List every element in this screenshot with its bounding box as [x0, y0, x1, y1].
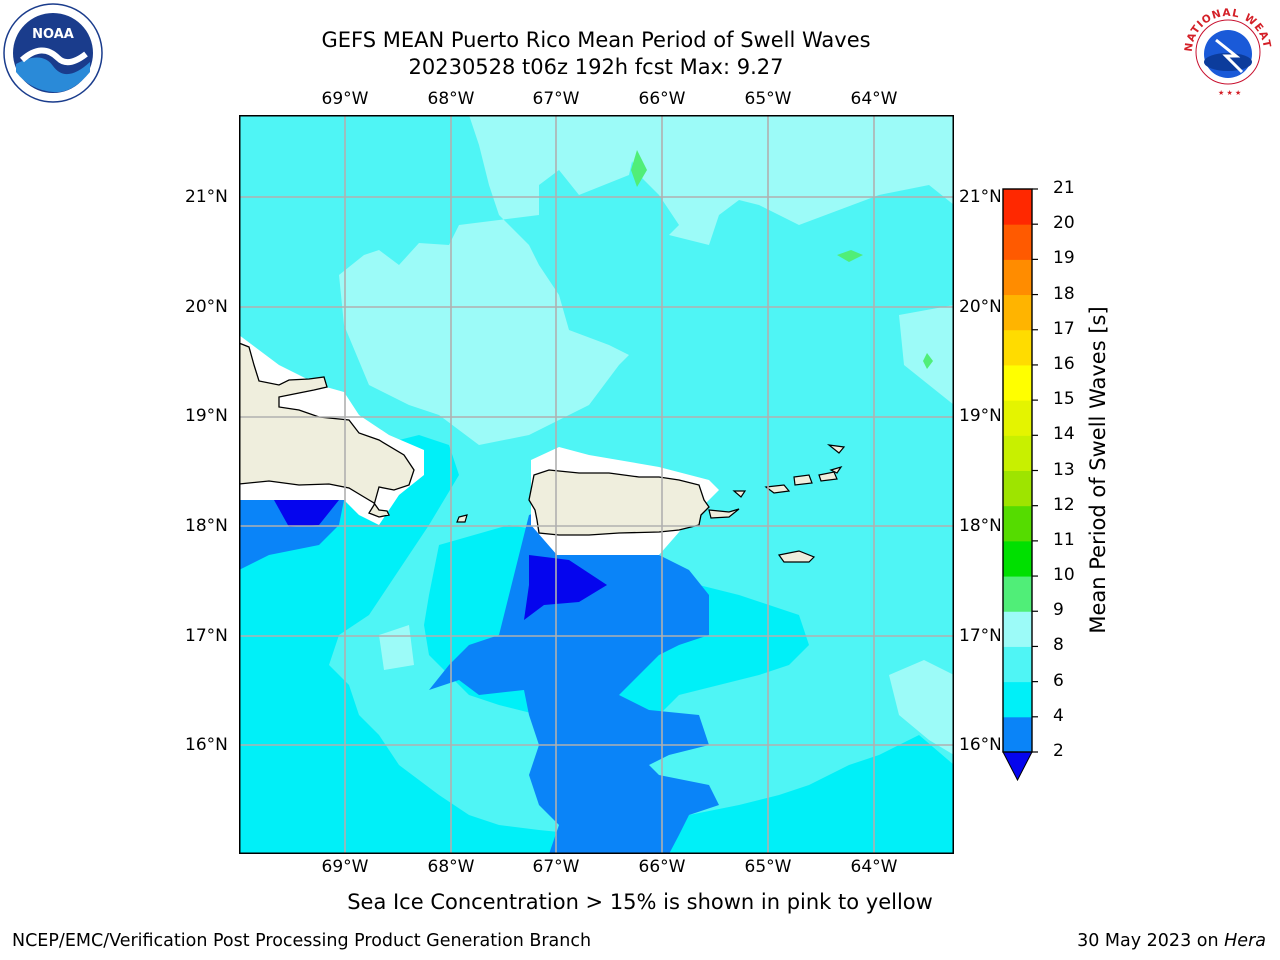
colorbar-segment: [1003, 364, 1032, 401]
colorbar-tick-label: 17: [1053, 318, 1075, 339]
colorbar-segment: [1003, 435, 1032, 471]
swell-period-map: [239, 115, 954, 854]
colorbar-segment: [1003, 716, 1032, 753]
lat-label: 17°N: [959, 626, 1002, 646]
map-title: GEFS MEAN Puerto Rico Mean Period of Swe…: [321, 28, 871, 52]
contour-9-10: [923, 353, 933, 369]
contour-4-6: [239, 415, 954, 854]
lon-label: 69°W: [321, 89, 369, 109]
lat-label: 20°N: [185, 297, 228, 317]
lat-label: 16°N: [959, 735, 1002, 755]
lat-label: 18°N: [185, 516, 228, 536]
colorbar-tick-label: 4: [1053, 705, 1064, 726]
map-subtitle: 20230528 t06z 192h fcst Max: 9.27: [408, 55, 784, 79]
noaa-logo-text: NOAA: [32, 27, 74, 42]
land-hispaniola: [239, 342, 415, 518]
lat-label: 16°N: [185, 735, 228, 755]
colorbar-tick-label: 15: [1053, 389, 1075, 410]
lat-label: 17°N: [185, 626, 228, 646]
colorbar-tick-label: 14: [1053, 424, 1075, 445]
lon-label: 64°W: [850, 857, 898, 877]
colorbar-tick-label: 2: [1053, 741, 1064, 761]
lat-label: 19°N: [185, 406, 228, 426]
lon-label: 69°W: [321, 857, 369, 877]
colorbar-tick-label: 9: [1053, 600, 1064, 621]
colorbar-tick-label: 16: [1053, 353, 1075, 374]
contour-8-9: [629, 115, 954, 245]
lon-label: 66°W: [638, 857, 686, 877]
contour-9-10: [631, 150, 647, 187]
colorbar-segment: [1003, 576, 1032, 612]
lat-label: 19°N: [959, 406, 1002, 426]
colorbar-tick-label: 18: [1053, 283, 1075, 304]
colorbar-segment: [1003, 681, 1032, 718]
lat-label: 20°N: [959, 297, 1002, 317]
noaa-logo: NOAA: [3, 3, 103, 103]
nws-logo: NATIONAL WEATHER SERVICE ★ ★ ★: [1178, 0, 1272, 97]
contour-8-9: [889, 660, 954, 755]
lat-label: 21°N: [185, 187, 228, 207]
colorbar-segment: [1003, 540, 1032, 577]
footer-date: 30 May 2023 on Hera: [1077, 931, 1266, 951]
colorbar-segment: [1003, 505, 1032, 542]
footer-credit: NCEP/EMC/Verification Post Processing Pr…: [12, 931, 592, 951]
colorbar-tick-label: 6: [1053, 670, 1064, 691]
sea-ice-note: Sea Ice Concentration > 15% is shown in …: [347, 890, 933, 914]
colorbar-segment: [1003, 224, 1032, 260]
land-island: [777, 550, 816, 563]
colorbar-tick-label: 12: [1053, 494, 1075, 515]
colorbar-segment: [1003, 189, 1032, 225]
land-island: [793, 474, 813, 486]
lon-label: 68°W: [427, 89, 475, 109]
colorbar-tick-label: 10: [1053, 565, 1075, 586]
lon-label: 68°W: [427, 857, 475, 877]
colorbar-segment: [1003, 294, 1032, 331]
colorbar: [1000, 186, 1050, 786]
colorbar-tick-label: 8: [1053, 635, 1064, 656]
lon-label: 66°W: [638, 89, 686, 109]
land-island: [732, 490, 747, 498]
lon-label: 67°W: [532, 857, 580, 877]
colorbar-tick-label: 21: [1053, 178, 1075, 198]
colorbar-tick-label: 20: [1053, 213, 1075, 234]
colorbar-tick-label: 13: [1053, 459, 1075, 480]
land-island: [708, 508, 740, 519]
colorbar-segment: [1003, 611, 1032, 647]
contour-below-2: [524, 555, 607, 620]
land-island: [826, 444, 846, 454]
colorbar-segment: [1003, 400, 1032, 436]
colorbar-tick-label: 11: [1053, 529, 1075, 550]
land-island: [456, 514, 468, 523]
colorbar-segment: [1003, 470, 1032, 507]
colorbar-frame: [1002, 188, 1033, 753]
svg-text:★ ★ ★: ★ ★ ★: [1218, 89, 1241, 97]
footer-machine: Hera: [1224, 931, 1266, 951]
colorbar-segment: [1003, 646, 1032, 683]
contour-below-2: [274, 500, 339, 527]
land-island: [764, 484, 791, 494]
land-island: [829, 465, 843, 474]
land-island: [818, 471, 838, 482]
lon-label: 64°W: [850, 89, 898, 109]
lat-label: 18°N: [959, 516, 1002, 536]
lon-label: 65°W: [744, 89, 792, 109]
lon-label: 65°W: [744, 857, 792, 877]
contour-9-10: [837, 250, 863, 262]
contour-2-4: [429, 505, 719, 854]
graticule: [239, 115, 954, 854]
colorbar-title: Mean Period of Swell Waves [s]: [1086, 306, 1110, 634]
colorbar-segment: [1003, 329, 1032, 366]
lat-label: 21°N: [959, 187, 1002, 207]
contour-8-9: [339, 115, 719, 445]
colorbar-tick-label: 19: [1053, 248, 1075, 269]
footer-date-text: 30 May 2023 on: [1077, 931, 1225, 951]
lon-label: 67°W: [532, 89, 580, 109]
colorbar-segment: [1003, 259, 1032, 296]
